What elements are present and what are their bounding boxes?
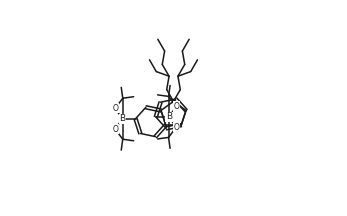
Text: O: O [173, 123, 179, 132]
Text: B: B [166, 112, 172, 121]
Text: B: B [119, 114, 126, 123]
Text: O: O [173, 102, 179, 111]
Text: O: O [112, 125, 118, 134]
Text: O: O [112, 104, 118, 113]
